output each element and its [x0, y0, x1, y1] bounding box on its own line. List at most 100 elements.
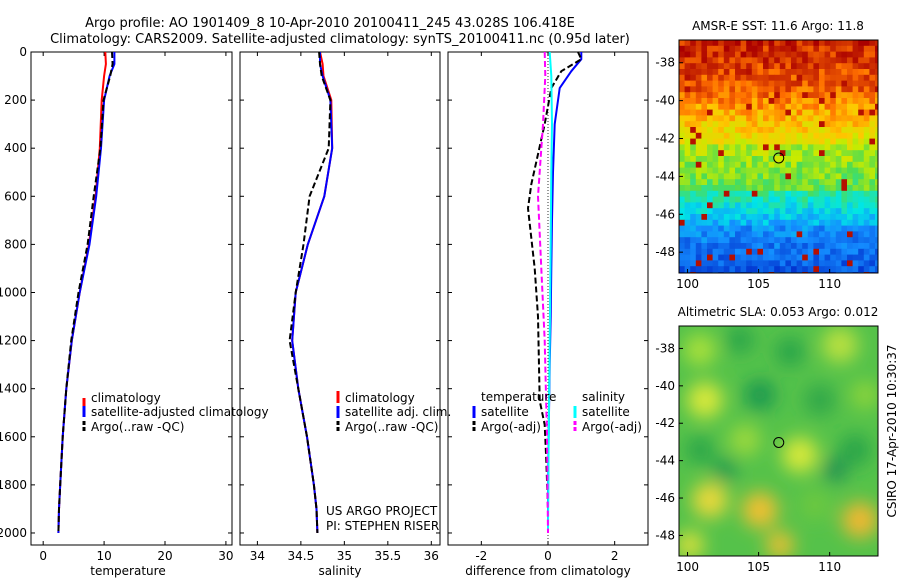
- sst-cell: [863, 156, 870, 163]
- sst-cell: [819, 266, 825, 273]
- sst-cell: [695, 63, 702, 70]
- sst-cell: [735, 115, 741, 122]
- sst-cell: [729, 185, 736, 192]
- sst-map-title: AMSR-E SST: 11.6 Argo: 11.8: [692, 19, 864, 33]
- sst-cell: [869, 121, 876, 128]
- sst-cell: [718, 109, 725, 116]
- sst-cell: [723, 40, 730, 47]
- sst-cell: [757, 214, 764, 221]
- sst-cell: [774, 260, 781, 267]
- sst-cell: [746, 51, 753, 58]
- sst-cell: [718, 138, 725, 145]
- sst-cell: [841, 214, 848, 221]
- sst-cell: [852, 156, 859, 163]
- sst-cell: [858, 127, 865, 134]
- sst-cell: [690, 161, 697, 168]
- sst-cell: [875, 214, 878, 221]
- sst-cell: [707, 103, 713, 110]
- sst-cell: [707, 127, 713, 134]
- sst-cell: [729, 260, 736, 267]
- sst-cell: [684, 121, 691, 128]
- sst-cell: [740, 156, 747, 163]
- sst-cell: [779, 179, 786, 186]
- sst-cell: [852, 86, 859, 93]
- sst-cell: [791, 109, 797, 116]
- sst-cell: [763, 63, 769, 70]
- sst-cell: [835, 231, 842, 238]
- sst-cell: [796, 121, 803, 128]
- sst-cell: [768, 45, 775, 52]
- sst-cell: [679, 156, 685, 163]
- sst-cell: [835, 51, 842, 58]
- sst-cell: [807, 51, 814, 58]
- sst-cell: [847, 214, 853, 221]
- sst-cell: [684, 185, 691, 192]
- sst-cell: [690, 69, 697, 76]
- y-tick-label: 400: [4, 141, 27, 155]
- sst-cell: [830, 231, 837, 238]
- sst-cell: [858, 40, 865, 47]
- sst-cell: [735, 86, 741, 93]
- sst-cell: [740, 243, 747, 250]
- sst-cell: [824, 86, 831, 93]
- sst-cell: [830, 260, 837, 267]
- sst-cell: [830, 69, 837, 76]
- sst-cell: [847, 57, 853, 64]
- sst-cell: [695, 185, 702, 192]
- sst-cell: [830, 63, 837, 70]
- sst-cell: [679, 103, 685, 110]
- sst-cell: [847, 150, 853, 157]
- sst-cell: [690, 51, 697, 58]
- sst-cell: [723, 237, 730, 244]
- sst-cell: [684, 173, 691, 180]
- sst-cell: [768, 74, 775, 81]
- sst-cell: [875, 237, 878, 244]
- sst-cell: [802, 214, 809, 221]
- sst-cell: [835, 92, 842, 99]
- sst-cell: [718, 167, 725, 174]
- sst-cell: [779, 266, 786, 273]
- sst-cell: [802, 103, 809, 110]
- sst-cell: [869, 173, 876, 180]
- sst-cell: [796, 57, 803, 64]
- sst-cell: [847, 225, 853, 232]
- sst-cell: [751, 237, 758, 244]
- sst-cell: [863, 40, 870, 47]
- x-tick-label: 34: [250, 549, 265, 563]
- sst-cell: [746, 109, 753, 116]
- sst-cell: [819, 254, 825, 261]
- sst-cell: [712, 150, 719, 157]
- sst-cell: [740, 103, 747, 110]
- sst-cell: [813, 69, 820, 76]
- sst-cell: [774, 69, 781, 76]
- sst-cell: [791, 190, 797, 197]
- sst-cell: [746, 208, 753, 215]
- y-tick-label: 1600: [0, 430, 27, 444]
- temperature-lines: [57, 52, 116, 534]
- sst-cell: [723, 254, 730, 261]
- sst-cell: [791, 144, 797, 151]
- sst-cell: [875, 231, 878, 238]
- sst-cell: [679, 86, 685, 93]
- sst-cell: [768, 254, 775, 261]
- sst-cell: [830, 121, 837, 128]
- sst-cell: [858, 103, 865, 110]
- sst-cell: [835, 208, 842, 215]
- sst-cell: [774, 225, 781, 232]
- sst-cell: [779, 208, 786, 215]
- sst-cell: [785, 231, 792, 238]
- sst-cell: [802, 237, 809, 244]
- sst-cell: [858, 109, 865, 116]
- sst-cell: [830, 161, 837, 168]
- sst-cell: [763, 132, 769, 139]
- sst-cell: [847, 45, 853, 52]
- sst-cell: [679, 202, 685, 209]
- sst-cell: [729, 254, 736, 261]
- sst-cell: [718, 150, 725, 157]
- sst-cell: [830, 248, 837, 255]
- sst-cell: [835, 144, 842, 151]
- sst-cell: [779, 86, 786, 93]
- sst-cell: [858, 225, 865, 232]
- sst-cell: [863, 92, 870, 99]
- sst-cell: [723, 115, 730, 122]
